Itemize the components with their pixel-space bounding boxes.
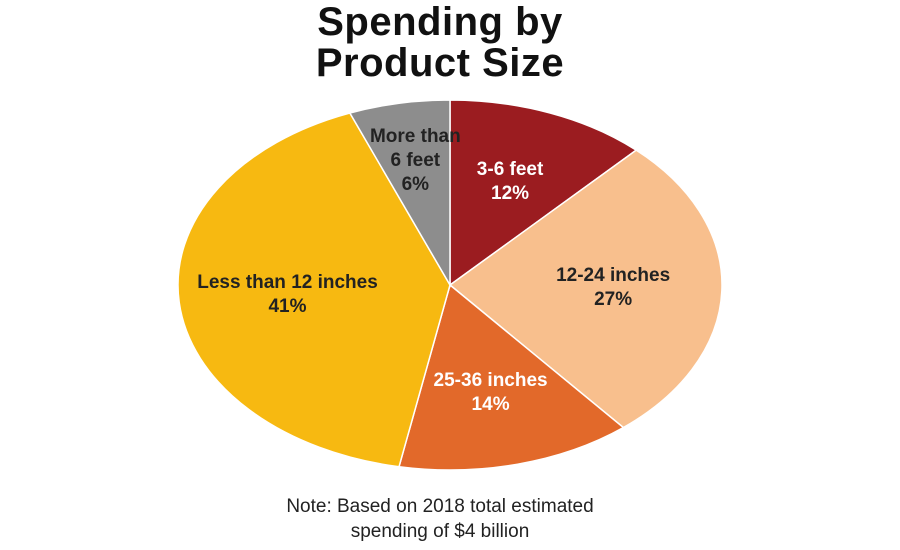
pie-slice	[177, 112, 451, 468]
slice-label: 25-36 inches 14%	[434, 369, 548, 417]
slice-label: More than 6 feet 6%	[365, 125, 465, 197]
slice-value: 14%	[471, 393, 510, 415]
slice-value: 27%	[594, 289, 633, 311]
slice-value: 6%	[401, 174, 430, 196]
pie-slice	[449, 99, 638, 287]
chart-title: Spending by Product Size	[315, 0, 565, 85]
pie-slice	[448, 149, 723, 429]
pie-slice	[348, 99, 451, 288]
slice-name: More than 6 feet	[369, 126, 461, 172]
slice-name: 25-36 inches	[433, 369, 548, 391]
pie-slice	[398, 283, 625, 471]
slice-label: 3-6 feet 12%	[477, 158, 544, 206]
slice-name: 3-6 feet	[476, 158, 544, 180]
slice-value: 41%	[268, 296, 307, 318]
slice-value: 12%	[491, 182, 530, 204]
chart-note: Note: Based on 2018 total estimated spen…	[286, 496, 594, 542]
slice-name: 12-24 inches	[556, 265, 671, 287]
slice-label: 12-24 inches 27%	[556, 264, 670, 312]
slice-label: Less than 12 inches 41%	[197, 271, 378, 319]
slice-name: Less than 12 inches	[197, 272, 378, 294]
